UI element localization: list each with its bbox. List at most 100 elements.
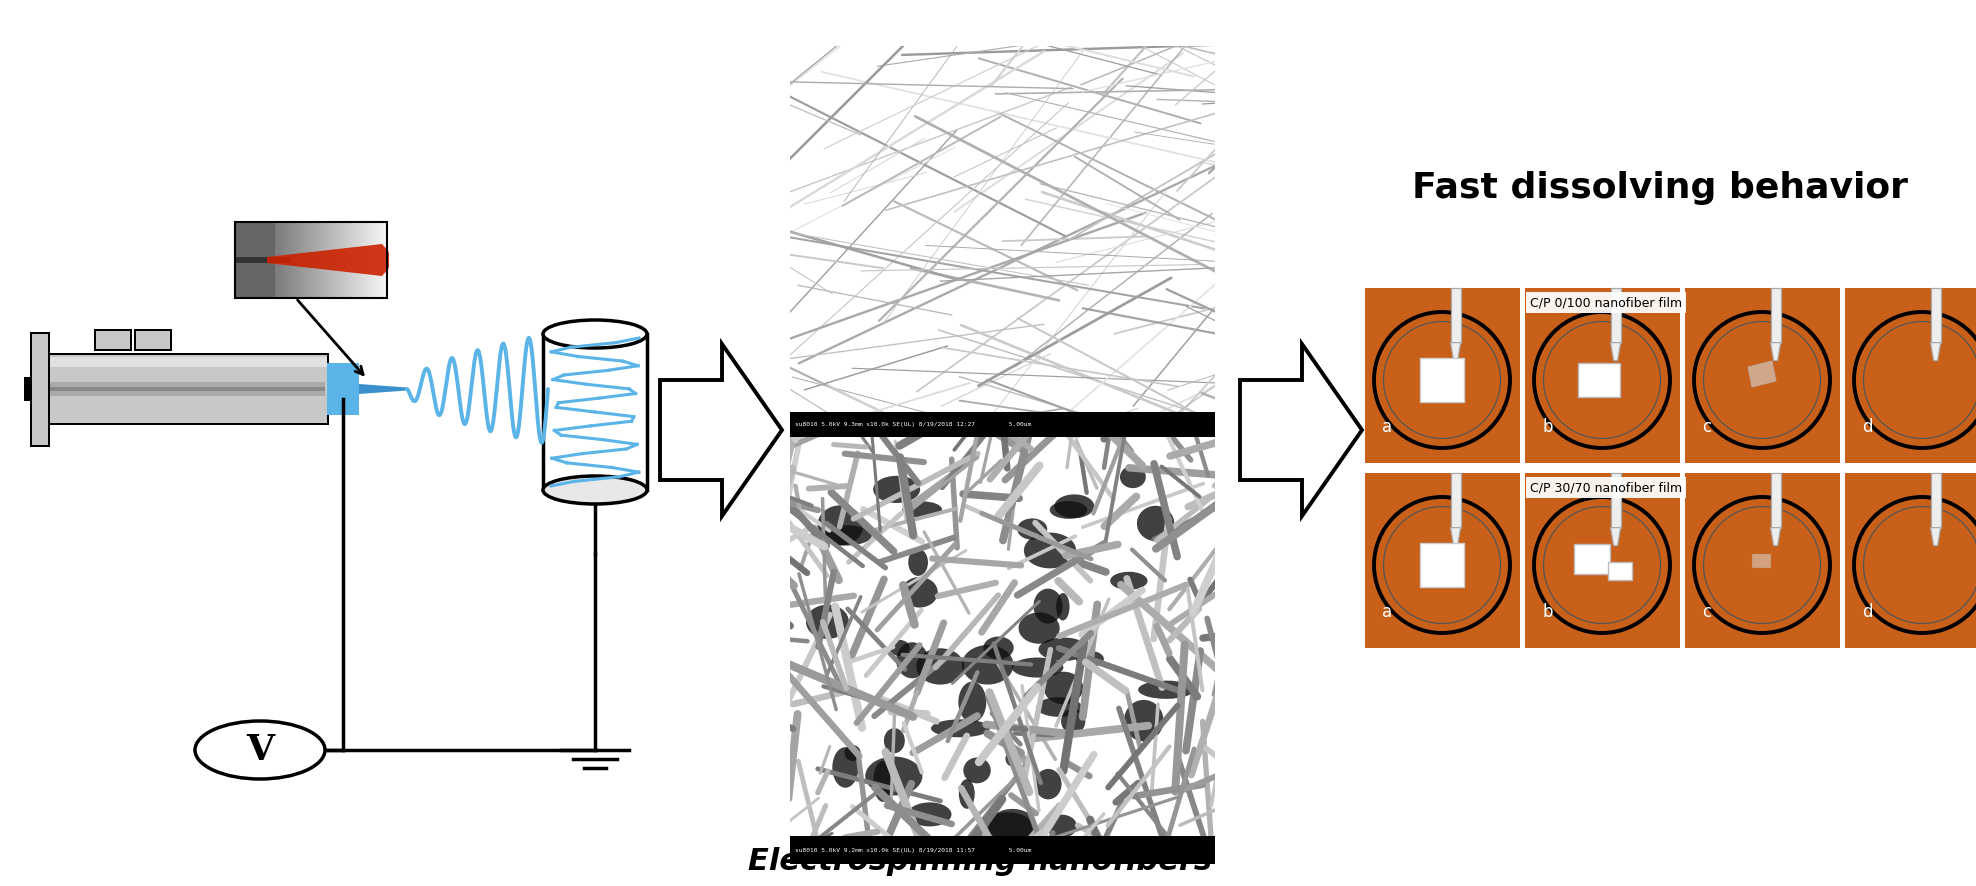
Polygon shape	[267, 244, 389, 276]
Ellipse shape	[984, 636, 1014, 659]
Polygon shape	[1241, 344, 1361, 516]
Bar	[1365, 473, 1520, 648]
Polygon shape	[1770, 343, 1780, 361]
Ellipse shape	[1012, 657, 1063, 678]
Ellipse shape	[903, 501, 943, 517]
Bar	[1608, 562, 1632, 580]
Ellipse shape	[844, 745, 862, 761]
Ellipse shape	[988, 809, 1037, 843]
Ellipse shape	[907, 803, 952, 827]
Text: c: c	[1701, 603, 1711, 621]
Ellipse shape	[1136, 506, 1174, 541]
Ellipse shape	[1006, 750, 1020, 766]
Text: Electrospinning nanofibers: Electrospinning nanofibers	[749, 848, 1211, 876]
Ellipse shape	[873, 476, 921, 503]
Polygon shape	[660, 344, 782, 516]
Ellipse shape	[982, 812, 1033, 842]
Polygon shape	[1610, 527, 1620, 546]
Ellipse shape	[1061, 709, 1085, 734]
Bar	[30, 331, 49, 447]
Text: C/P 30/70 nanofiber film: C/P 30/70 nanofiber film	[1529, 481, 1682, 494]
Ellipse shape	[964, 758, 990, 783]
Bar	[1421, 543, 1464, 587]
Ellipse shape	[1039, 638, 1089, 661]
Bar	[1610, 288, 1620, 343]
Ellipse shape	[1045, 814, 1077, 838]
Ellipse shape	[1055, 494, 1095, 518]
Polygon shape	[1770, 527, 1780, 546]
Bar	[1610, 473, 1620, 527]
Ellipse shape	[931, 719, 990, 737]
Ellipse shape	[1035, 697, 1081, 717]
Bar	[1365, 288, 1520, 463]
Ellipse shape	[820, 525, 871, 546]
Ellipse shape	[865, 757, 923, 796]
Bar	[235, 222, 387, 298]
Bar	[235, 222, 275, 298]
Bar	[1579, 363, 1620, 397]
Polygon shape	[1450, 527, 1460, 546]
Ellipse shape	[832, 747, 858, 788]
Text: b: b	[1541, 603, 1553, 621]
Bar	[1575, 544, 1610, 574]
Bar	[97, 331, 130, 349]
Bar	[1421, 358, 1464, 402]
Ellipse shape	[958, 681, 986, 723]
Text: a: a	[1381, 418, 1393, 436]
Ellipse shape	[897, 642, 929, 679]
Bar	[1450, 473, 1460, 527]
Bar	[134, 329, 172, 351]
Ellipse shape	[1077, 651, 1105, 667]
Ellipse shape	[1055, 593, 1069, 620]
Bar	[1525, 473, 1680, 648]
Polygon shape	[1931, 343, 1940, 361]
Bar	[1525, 288, 1680, 463]
Ellipse shape	[1049, 501, 1087, 519]
Text: c: c	[1701, 418, 1711, 436]
Text: a: a	[1381, 603, 1393, 621]
Ellipse shape	[1018, 612, 1059, 644]
Ellipse shape	[1138, 680, 1194, 699]
Bar	[49, 382, 324, 396]
Text: d: d	[1861, 603, 1873, 621]
Bar	[790, 412, 1215, 437]
Bar	[1770, 288, 1780, 343]
Bar	[1931, 473, 1940, 527]
Ellipse shape	[958, 779, 974, 809]
Ellipse shape	[917, 649, 964, 685]
Text: b: b	[1541, 418, 1553, 436]
Bar	[1770, 473, 1780, 527]
Bar	[1753, 554, 1770, 567]
Bar	[136, 331, 170, 349]
Ellipse shape	[1018, 518, 1047, 540]
Bar	[32, 357, 326, 367]
Ellipse shape	[962, 645, 1014, 685]
Text: C/P 0/100 nanofiber film: C/P 0/100 nanofiber film	[1529, 296, 1682, 309]
Ellipse shape	[1120, 466, 1146, 488]
Polygon shape	[1931, 527, 1940, 546]
Bar	[32, 355, 326, 423]
Bar	[32, 333, 47, 445]
Polygon shape	[1610, 343, 1620, 361]
Ellipse shape	[818, 505, 864, 546]
Text: su8010 5.0kV 9.3mm x10.0k SE(UL) 8/19/2018 12:27         5.00um: su8010 5.0kV 9.3mm x10.0k SE(UL) 8/19/20…	[794, 422, 1031, 427]
Ellipse shape	[883, 728, 905, 753]
Ellipse shape	[873, 761, 893, 802]
Ellipse shape	[889, 640, 909, 657]
Bar	[95, 329, 132, 351]
Ellipse shape	[1111, 571, 1148, 590]
Ellipse shape	[1035, 769, 1061, 799]
Bar	[1686, 473, 1840, 648]
Bar	[1846, 473, 1976, 648]
Bar	[1450, 288, 1460, 343]
Text: V: V	[245, 733, 275, 767]
Ellipse shape	[806, 604, 850, 639]
Bar	[235, 257, 290, 263]
Ellipse shape	[901, 577, 939, 608]
Ellipse shape	[196, 721, 324, 779]
Bar	[790, 836, 1215, 864]
Ellipse shape	[543, 476, 646, 504]
Ellipse shape	[543, 320, 646, 348]
Text: d: d	[1861, 418, 1873, 436]
Bar	[30, 353, 328, 425]
